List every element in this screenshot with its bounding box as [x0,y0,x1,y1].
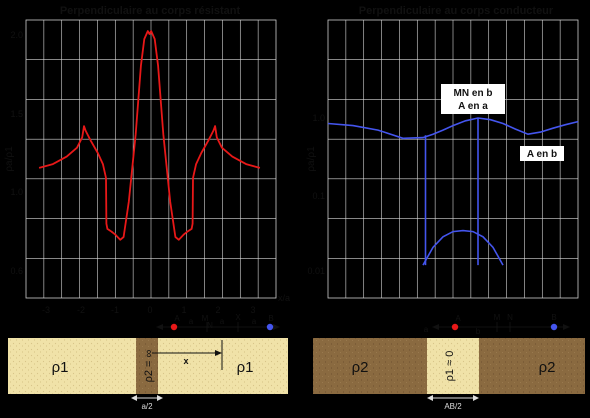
right-electrode-b-marker [550,323,558,331]
left-ylabel: ρa/ρ1 [4,146,15,172]
left-label-m: M [202,314,209,323]
left-panel: Perpendiculaire au corps résistant ρa/ρ1… [4,5,290,411]
annotation-a-in-a: A en a [458,101,488,112]
right-conductive-dike [427,338,479,394]
left-x-end-label: x/a [278,293,290,303]
right-label-n: N [507,313,513,322]
right-label-a-lower: a [424,325,429,334]
left-label-b: B [268,314,273,323]
left-label-spacing-2: a [220,317,225,326]
left-xtick: -2 [77,305,85,315]
left-ytick-0-6: 0.6 [10,266,23,276]
right-label-b-lower: b [476,327,481,336]
right-label-m: M [494,313,501,322]
left-label-spacing-3: a [252,317,257,326]
left-panel-title: Perpendiculaire au corps résistant [60,5,241,17]
left-label-n: N [207,321,213,330]
right-dike-width-label: AB/2 [444,402,462,411]
right-panel-title: Perpendiculaire au corps conducteur [359,5,554,17]
left-electrode-b-marker [266,323,274,331]
left-dike-width-arrow-head-left [131,395,137,401]
right-curve-top [327,117,579,140]
annotation-a-in-b-box [520,146,564,161]
left-arrow-head-right [273,324,280,330]
right-ylabel: ρa/ρ1 [306,146,317,172]
left-plot-area [25,19,277,299]
left-distance-label: x [183,356,188,366]
left-label-spacing-1: a [189,317,194,326]
left-electrode-a-marker [170,323,178,331]
left-xtick: 1 [181,305,186,315]
right-ytick-0-01: 0.01 [307,266,325,276]
right-arrow-head-right [563,324,570,330]
left-xticks: -3 -2 -1 0 1 2 3 [42,305,256,315]
left-sounding-line: A a M N a X a B [156,313,280,332]
left-host-label-left: ρ1 [52,359,69,376]
right-cross-section: ρ2 ρ2 ρ1 ≈ 0 AB/2 [313,338,585,411]
right-sounding-line: a A b M N B [424,313,570,336]
left-dike-width-label: a/2 [141,402,153,411]
left-dike-width-arrow-head-right [157,395,163,401]
right-dike-width-arrow-head-right [473,395,479,401]
right-host-label-right: ρ2 [539,359,556,376]
left-xtick: -1 [111,305,119,315]
left-arrow-head-left [156,324,163,330]
right-ytick-0-1: 0.1 [312,191,325,201]
left-dike-label: ρ2 = ∞ [143,350,155,383]
left-label-x: X [235,313,241,322]
left-cross-section: ρ1 ρ1 ρ2 = ∞ x a/2 [8,338,288,411]
right-label-b: B [551,313,556,322]
right-dike-label: ρ1 ≈ 0 [444,351,456,382]
right-dike-width-arrow-head-left [427,395,433,401]
left-resistive-dike [136,338,158,394]
left-ytick-1-5: 1.5 [10,109,23,119]
annotation-mn-box [441,84,505,114]
left-xtick: 2 [215,305,220,315]
left-xtick: 3 [250,305,255,315]
left-ytick-2-0: 2.0 [10,30,23,40]
left-curve [38,30,261,241]
right-label-a: A [455,314,461,323]
right-ytick-1-0: 1.0 [312,113,325,123]
annotation-a-in-b: A en b [527,149,557,160]
left-grid [26,20,276,298]
left-label-a: A [174,314,180,323]
left-xtick: 0 [147,305,152,315]
annotation-mn-in-b: MN en b [454,88,493,99]
right-arrow-head-left [432,324,439,330]
right-curve-bottom [422,229,504,266]
left-host-label-right: ρ1 [237,359,254,376]
right-host-label-left: ρ2 [352,359,369,376]
left-distance-arrow-head [215,350,222,356]
left-ytick-1-0: 1.0 [10,187,23,197]
left-xtick: -3 [42,305,50,315]
right-electrode-a-marker [451,323,459,331]
right-panel: Perpendiculaire au corps conducteur ρa/ρ… [306,5,585,411]
right-grid [328,20,578,298]
